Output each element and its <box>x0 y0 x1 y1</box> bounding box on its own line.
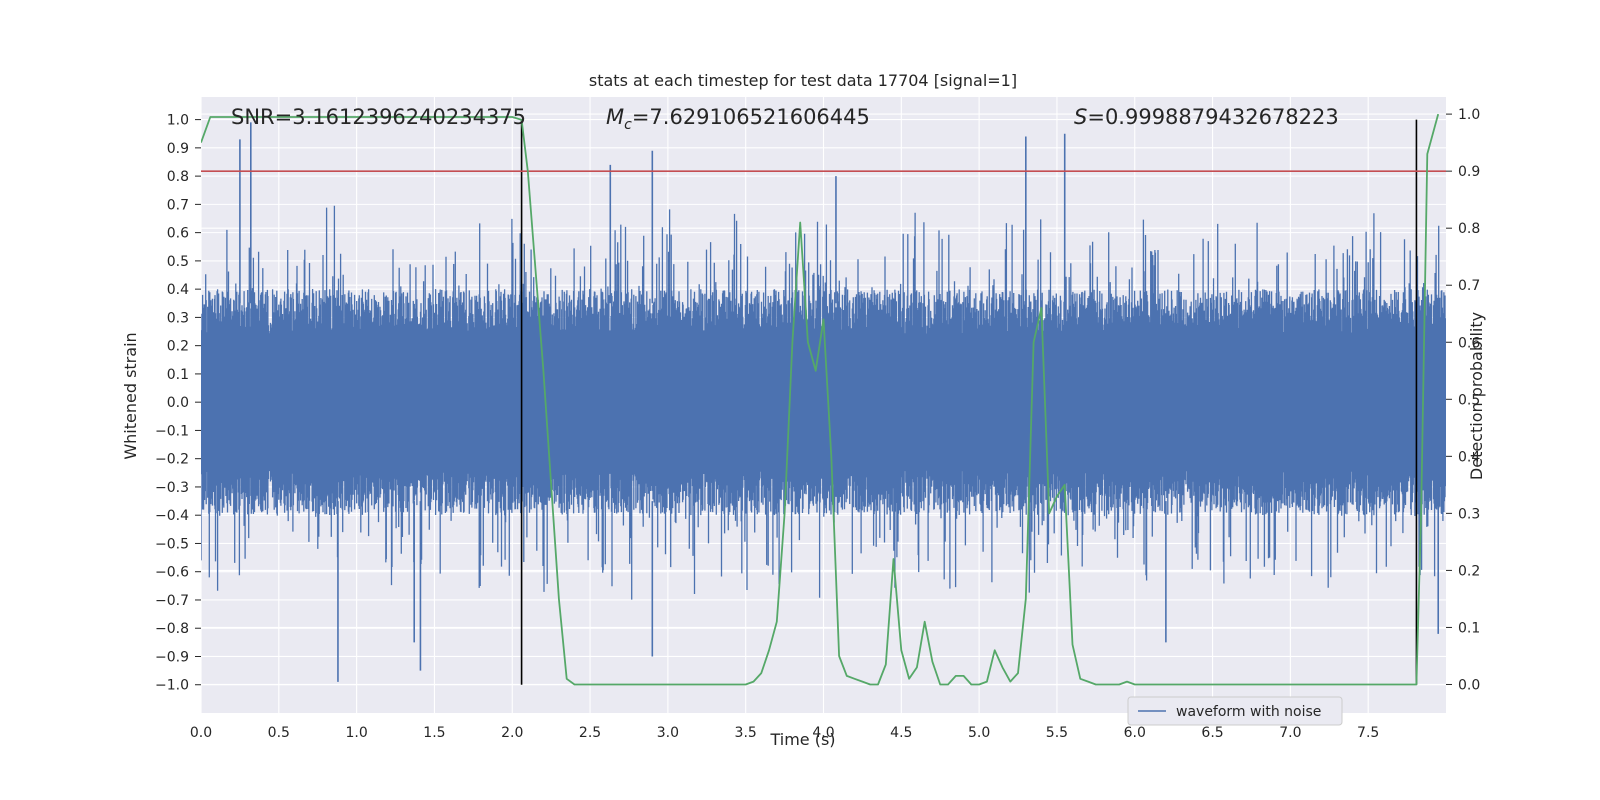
y-right-tick-label: 0.0 <box>1458 677 1480 693</box>
x-tick-label: 4.5 <box>890 725 912 741</box>
x-tick-label: 0.5 <box>268 725 290 741</box>
y-axis-right-ticks: 1.0 0.9 0.8 0.7 0.6 0.5 0.4 0.3 0.2 0.1 0.0 <box>1446 107 1480 693</box>
y-left-tick-label: 0.8 <box>167 169 189 185</box>
y-left-tick-label: −0.5 <box>155 536 189 552</box>
y-left-tick-label: 0.4 <box>167 282 189 298</box>
y-left-tick-label: −0.2 <box>155 452 189 468</box>
x-tick-label: 3.0 <box>657 725 679 741</box>
x-tick-label: 7.0 <box>1279 725 1301 741</box>
y-right-tick-label: 0.4 <box>1458 449 1480 465</box>
s-value: =0.9998879432678223 <box>1087 105 1338 129</box>
legend-box <box>1127 696 1343 726</box>
legend: waveform with noise <box>1127 696 1343 726</box>
y-left-tick-label: 1.0 <box>167 113 189 129</box>
y-left-tick-label: −0.8 <box>155 621 189 637</box>
x-tick-label: 2.5 <box>579 725 601 741</box>
snr-annotation: SNR=3.1612396240234375 <box>231 105 526 129</box>
x-axis-ticks: 0.0 0.5 1.0 1.5 2.0 2.5 3.0 3.5 4.0 4.5 5.0 5.5 6.0 6… <box>190 725 1379 741</box>
waveform-series <box>201 122 1446 682</box>
chirp-mass-subscript: c <box>624 117 632 133</box>
x-tick-label: 7.5 <box>1357 725 1379 741</box>
s-symbol: S <box>1074 105 1087 129</box>
y-axis-left-ticks: 1.0 0.9 0.8 0.7 0.6 0.5 0.4 0.3 0.2 0.1 0.0 −0.1 −0.… <box>155 113 201 694</box>
x-tick-label: 1.0 <box>345 725 367 741</box>
y-left-tick-label: −0.1 <box>155 423 189 439</box>
chirp-mass-value: =7.629106521606445 <box>632 105 870 129</box>
y-right-tick-label: 0.5 <box>1458 392 1480 408</box>
y-left-tick-label: −0.7 <box>155 593 189 609</box>
y-left-tick-label: 0.3 <box>167 310 189 326</box>
y-left-tick-label: 0.5 <box>167 254 189 270</box>
y-left-tick-label: 0.0 <box>167 395 189 411</box>
chart-title: stats at each timestep for test data 177… <box>589 71 1017 90</box>
x-tick-label: 3.5 <box>735 725 757 741</box>
probability-series <box>201 113 1440 686</box>
y-right-tick-label: 0.7 <box>1458 278 1480 294</box>
chirp-mass-symbol: M <box>606 105 624 129</box>
y-left-tick-label: 0.1 <box>167 367 189 383</box>
x-axis-label: Time (s) <box>769 730 835 749</box>
detection-probability-line <box>201 113 1440 686</box>
y-left-tick-label: 0.6 <box>167 226 189 242</box>
vertical-markers <box>520 119 1418 685</box>
y-left-tick-label: −0.3 <box>155 480 189 496</box>
y-axis-right-label: Detection probability <box>1467 312 1486 480</box>
y-left-tick-label: −1.0 <box>155 678 189 694</box>
y-right-tick-label: 1.0 <box>1458 107 1480 123</box>
x-tick-label: 0.0 <box>190 725 212 741</box>
y-left-tick-label: −0.6 <box>155 565 189 581</box>
x-tick-label: 2.0 <box>501 725 523 741</box>
chirp-mass-annotation: Mc=7.629106521606445 <box>606 105 870 133</box>
y-left-tick-label: −0.4 <box>155 508 189 524</box>
x-tick-label: 6.0 <box>1124 725 1146 741</box>
x-tick-label: 4.0 <box>812 725 834 741</box>
y-left-tick-label: −0.9 <box>155 649 189 665</box>
y-right-tick-label: 0.1 <box>1458 620 1480 636</box>
x-tick-label: 1.5 <box>423 725 445 741</box>
y-axis-left-label: Whitened strain <box>121 332 140 459</box>
y-right-tick-label: 0.2 <box>1458 563 1480 579</box>
y-right-tick-label: 0.8 <box>1458 221 1480 237</box>
y-right-tick-label: 0.9 <box>1458 164 1480 180</box>
x-tick-label: 6.5 <box>1201 725 1223 741</box>
y-left-tick-label: 0.2 <box>167 339 189 355</box>
y-left-tick-label: 0.7 <box>167 197 189 213</box>
x-tick-label: 5.5 <box>1046 725 1068 741</box>
s-annotation: S=0.9998879432678223 <box>1074 105 1339 129</box>
y-right-tick-label: 0.3 <box>1458 506 1480 522</box>
x-tick-label: 5.0 <box>968 725 990 741</box>
y-right-tick-label: 0.6 <box>1458 335 1480 351</box>
legend-label: waveform with noise <box>1176 704 1321 720</box>
y-left-tick-label: 0.9 <box>167 141 189 157</box>
